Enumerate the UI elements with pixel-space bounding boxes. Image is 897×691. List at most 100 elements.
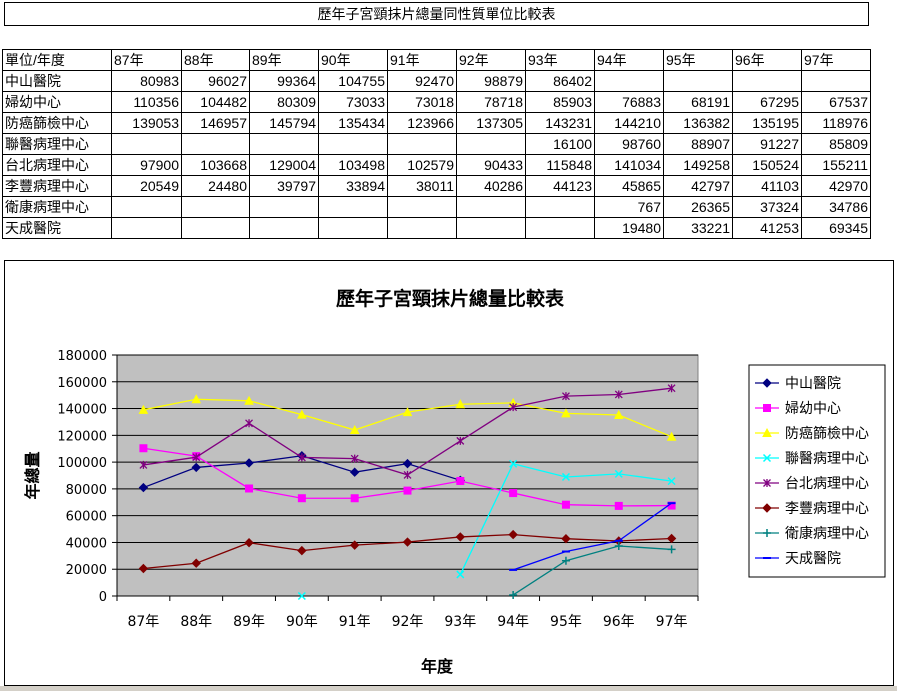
table-cell[interactable]: 40286 xyxy=(456,175,526,197)
table-header-cell[interactable]: 93年 xyxy=(525,49,595,71)
table-cell[interactable]: 80983 xyxy=(111,70,182,92)
table-cell[interactable]: 118976 xyxy=(801,112,871,134)
table-cell[interactable]: 33221 xyxy=(663,217,733,239)
table-cell[interactable]: 149258 xyxy=(663,154,733,176)
table-cell[interactable]: 767 xyxy=(594,196,664,218)
table-row-label[interactable]: 衛康病理中心 xyxy=(2,196,112,218)
table-cell[interactable] xyxy=(318,133,388,155)
table-cell[interactable]: 97900 xyxy=(111,154,182,176)
table-cell[interactable]: 26365 xyxy=(663,196,733,218)
table-header-cell[interactable]: 95年 xyxy=(663,49,733,71)
table-cell[interactable]: 37324 xyxy=(732,196,802,218)
table-cell[interactable] xyxy=(249,217,319,239)
table-cell[interactable]: 143231 xyxy=(525,112,595,134)
table-cell[interactable]: 88907 xyxy=(663,133,733,155)
table-cell[interactable]: 129004 xyxy=(249,154,319,176)
table-header-cell[interactable]: 97年 xyxy=(801,49,871,71)
table-cell[interactable]: 86402 xyxy=(525,70,595,92)
table-cell[interactable] xyxy=(249,196,319,218)
table-header-cell[interactable]: 92年 xyxy=(456,49,526,71)
table-cell[interactable]: 139053 xyxy=(111,112,182,134)
table-cell[interactable]: 68191 xyxy=(663,91,733,113)
table-cell[interactable] xyxy=(387,217,457,239)
table-cell[interactable]: 67295 xyxy=(732,91,802,113)
table-cell[interactable]: 41103 xyxy=(732,175,802,197)
table-cell[interactable] xyxy=(456,133,526,155)
table-cell[interactable]: 19480 xyxy=(594,217,664,239)
table-cell[interactable] xyxy=(318,196,388,218)
table-cell[interactable] xyxy=(456,196,526,218)
table-cell[interactable]: 34786 xyxy=(801,196,871,218)
table-cell[interactable]: 85809 xyxy=(801,133,871,155)
table-cell[interactable]: 146957 xyxy=(181,112,250,134)
table-header-cell[interactable]: 87年 xyxy=(111,49,182,71)
table-row-label[interactable]: 李豐病理中心 xyxy=(2,175,112,197)
table-cell[interactable]: 145794 xyxy=(249,112,319,134)
table-row-label[interactable]: 台北病理中心 xyxy=(2,154,112,176)
table-cell[interactable]: 123966 xyxy=(387,112,457,134)
table-cell[interactable]: 45865 xyxy=(594,175,664,197)
table-cell[interactable]: 39797 xyxy=(249,175,319,197)
table-cell[interactable] xyxy=(387,133,457,155)
table-cell[interactable] xyxy=(111,133,182,155)
table-header-cell[interactable]: 96年 xyxy=(732,49,802,71)
table-cell[interactable]: 24480 xyxy=(181,175,250,197)
table-cell[interactable]: 136382 xyxy=(663,112,733,134)
table-cell[interactable]: 33894 xyxy=(318,175,388,197)
table-cell[interactable]: 110356 xyxy=(111,91,182,113)
table-cell[interactable]: 99364 xyxy=(249,70,319,92)
table-cell[interactable]: 73018 xyxy=(387,91,457,113)
table-cell[interactable] xyxy=(801,70,871,92)
table-corner-cell[interactable]: 單位/年度 xyxy=(2,49,112,71)
table-row-label[interactable]: 聯醫病理中心 xyxy=(2,133,112,155)
table-cell[interactable]: 92470 xyxy=(387,70,457,92)
table-cell[interactable] xyxy=(525,196,595,218)
table-cell[interactable]: 144210 xyxy=(594,112,664,134)
table-cell[interactable]: 150524 xyxy=(732,154,802,176)
table-cell[interactable]: 90433 xyxy=(456,154,526,176)
table-cell[interactable] xyxy=(594,70,664,92)
table-row-label[interactable]: 婦幼中心 xyxy=(2,91,112,113)
table-cell[interactable]: 42797 xyxy=(663,175,733,197)
table-cell[interactable]: 103498 xyxy=(318,154,388,176)
table-cell[interactable]: 115848 xyxy=(525,154,595,176)
table-cell[interactable] xyxy=(456,217,526,239)
table-cell[interactable]: 67537 xyxy=(801,91,871,113)
table-cell[interactable] xyxy=(181,217,250,239)
table-cell[interactable]: 98760 xyxy=(594,133,664,155)
table-cell[interactable]: 76883 xyxy=(594,91,664,113)
table-cell[interactable]: 41253 xyxy=(732,217,802,239)
table-cell[interactable] xyxy=(318,217,388,239)
table-cell[interactable]: 98879 xyxy=(456,70,526,92)
table-cell[interactable] xyxy=(111,196,182,218)
table-cell[interactable] xyxy=(181,196,250,218)
table-cell[interactable]: 38011 xyxy=(387,175,457,197)
table-cell[interactable] xyxy=(387,196,457,218)
table-cell[interactable]: 137305 xyxy=(456,112,526,134)
table-header-cell[interactable]: 90年 xyxy=(318,49,388,71)
chart-frame[interactable]: 歷年子宮頸抹片總量比較表 0 20000 40000 60000 80000 100000 1… xyxy=(4,260,894,686)
table-cell[interactable]: 69345 xyxy=(801,217,871,239)
table-cell[interactable] xyxy=(181,133,250,155)
table-cell[interactable] xyxy=(732,70,802,92)
table-cell[interactable]: 104482 xyxy=(181,91,250,113)
table-cell[interactable]: 135195 xyxy=(732,112,802,134)
table-cell[interactable]: 78718 xyxy=(456,91,526,113)
table-cell[interactable]: 96027 xyxy=(181,70,250,92)
table-cell[interactable]: 91227 xyxy=(732,133,802,155)
table-row-label[interactable]: 天成醫院 xyxy=(2,217,112,239)
table-cell[interactable]: 135434 xyxy=(318,112,388,134)
table-header-cell[interactable]: 88年 xyxy=(181,49,250,71)
table-header-cell[interactable]: 94年 xyxy=(594,49,664,71)
table-cell[interactable] xyxy=(111,217,182,239)
table-cell[interactable]: 16100 xyxy=(525,133,595,155)
table-header-cell[interactable]: 89年 xyxy=(249,49,319,71)
table-cell[interactable]: 141034 xyxy=(594,154,664,176)
table-row-label[interactable]: 防癌篩檢中心 xyxy=(2,112,112,134)
table-cell[interactable] xyxy=(525,217,595,239)
table-row-label[interactable]: 中山醫院 xyxy=(2,70,112,92)
table-cell[interactable]: 155211 xyxy=(801,154,871,176)
table-header-cell[interactable]: 91年 xyxy=(387,49,457,71)
table-cell[interactable] xyxy=(249,133,319,155)
table-cell[interactable]: 104755 xyxy=(318,70,388,92)
